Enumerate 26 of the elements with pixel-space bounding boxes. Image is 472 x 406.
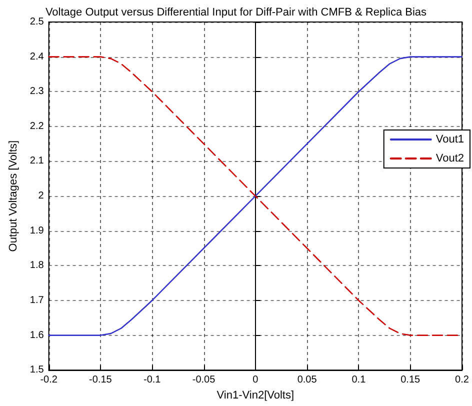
x-tick-label: 0.05 <box>297 374 318 386</box>
x-tick-label: 0.15 <box>400 374 421 386</box>
y-tick-label: 2.2 <box>30 120 44 132</box>
x-tick-label: 0.2 <box>455 374 470 386</box>
line-series <box>48 56 463 336</box>
y-tick-label: 2.5 <box>30 16 44 28</box>
x-tick-label: -0.05 <box>192 374 216 386</box>
y-tick-label: 1.5 <box>30 364 44 376</box>
y-tick-label: 2.4 <box>30 51 44 62</box>
x-axis-title: Vin1-Vin2[Volts] <box>216 390 294 402</box>
y-tick-label: 1.7 <box>30 294 44 306</box>
y-tick-label: 1.8 <box>30 260 44 272</box>
y-axis-title: Output Voltages [Volts] <box>8 140 20 252</box>
y-tick-label: 1.6 <box>30 330 44 341</box>
x-tick-label: -0.2 <box>40 374 58 386</box>
y-tick-label: 2 <box>38 190 44 202</box>
legend-label: Vout2 <box>436 152 464 164</box>
x-tick-label: -0.1 <box>143 374 162 386</box>
y-tick-label: 2.3 <box>30 86 44 98</box>
legend-label: Vout1 <box>436 134 464 146</box>
x-tick-label: 0 <box>252 374 259 386</box>
x-tick-label: -0.15 <box>89 374 112 386</box>
y-tick-label: 2.1 <box>30 156 44 167</box>
y-tick-label: 1.9 <box>30 225 44 236</box>
x-tick-label: 0.1 <box>352 374 366 386</box>
chart-title: Voltage Output versus Differential Input for Diff-Pair with CMFB & Replica Bias <box>45 6 428 18</box>
